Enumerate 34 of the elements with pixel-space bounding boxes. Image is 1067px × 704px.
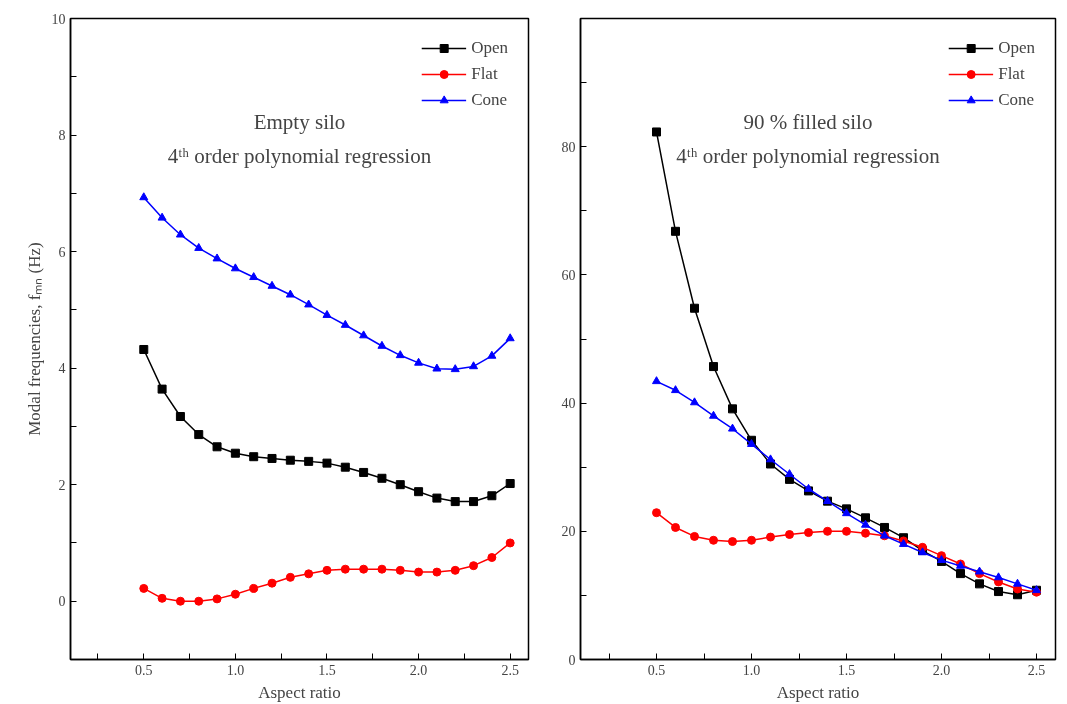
x-tick-label: 0.5 (647, 662, 666, 678)
y-tick-label: 0 (568, 652, 576, 668)
y-tick-label: 4 (58, 361, 66, 377)
x-tick-label: 1.0 (226, 662, 245, 678)
y-tick-label: 2 (58, 477, 66, 493)
legend-label: Flat (998, 64, 1025, 84)
y-tick-label: 60 (561, 267, 576, 283)
y-tick-label: 6 (58, 244, 66, 260)
x-tick-label: 1.0 (742, 662, 761, 678)
y-tick-label: 40 (561, 396, 576, 412)
legend-label: Flat (471, 64, 498, 84)
x-tick-label: 2.0 (409, 662, 428, 678)
legend-label: Cone (471, 90, 508, 110)
x-tick-label: 2.5 (501, 662, 519, 678)
x-tick-label: 2.5 (1027, 662, 1046, 678)
legend-label: Open (998, 38, 1035, 58)
x-tick-label: 1.5 (837, 662, 856, 678)
y-axis-title: Modal frequencies, fₘₙ (Hz) (24, 242, 44, 436)
y-tick-label: 10 (51, 11, 66, 27)
x-axis-title: Aspect ratio (258, 682, 341, 702)
legend-label: Open (471, 38, 508, 58)
y-tick-label: 0 (58, 594, 66, 610)
x-axis-title: Aspect ratio (776, 682, 860, 702)
y-tick-label: 20 (561, 524, 576, 540)
text: Empty silo (253, 109, 346, 134)
legend-label: Cone (998, 90, 1035, 110)
y-tick-label: 8 (58, 128, 66, 144)
text: 4ᵗʰ order polynomial regression (676, 143, 941, 168)
text: 90 % filled silo (743, 109, 873, 134)
y-tick-label: 80 (561, 139, 576, 155)
x-tick-label: 2.0 (932, 662, 951, 678)
text: 4ᵗʰ order polynomial regression (167, 143, 432, 168)
x-tick-label: 1.5 (318, 662, 336, 678)
x-tick-label: 0.5 (135, 662, 153, 678)
